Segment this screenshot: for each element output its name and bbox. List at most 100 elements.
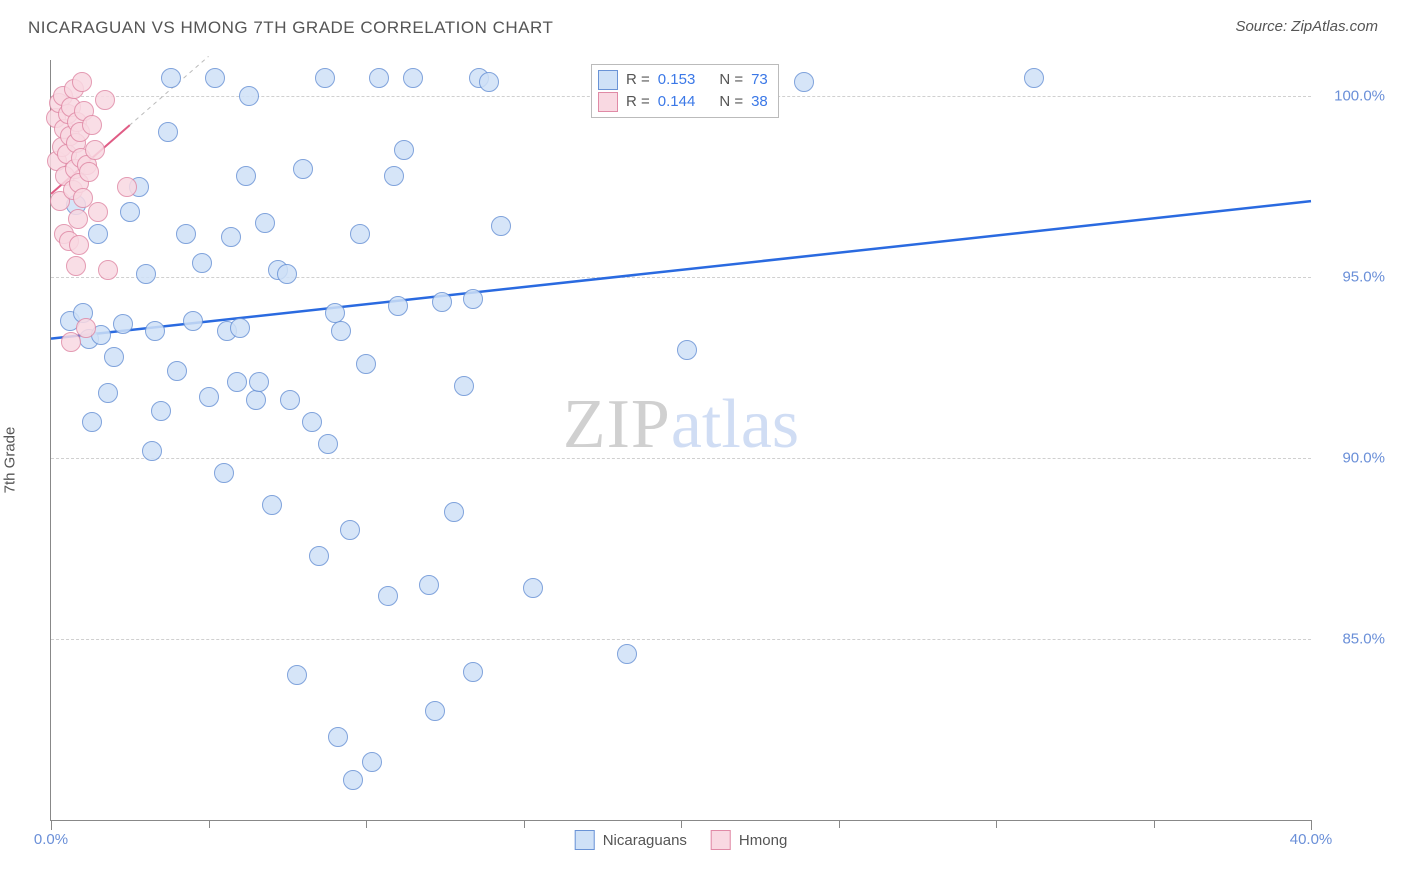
x-tick: [366, 820, 367, 828]
y-tick-label: 100.0%: [1334, 88, 1385, 105]
legend-correlation: R =0.153N =73R =0.144N =38: [591, 64, 779, 118]
data-point: [205, 68, 225, 88]
data-point: [302, 412, 322, 432]
data-point: [378, 586, 398, 606]
gridline-h: [51, 639, 1311, 640]
data-point: [145, 321, 165, 341]
data-point: [199, 387, 219, 407]
n-label: N =: [719, 91, 743, 113]
x-tick: [524, 820, 525, 828]
x-tick: [839, 820, 840, 828]
data-point: [343, 770, 363, 790]
data-point: [277, 264, 297, 284]
chart-source: Source: ZipAtlas.com: [1235, 18, 1378, 35]
data-point: [227, 372, 247, 392]
data-point: [463, 662, 483, 682]
data-point: [214, 463, 234, 483]
y-axis-label: 7th Grade: [2, 427, 19, 494]
data-point: [239, 86, 259, 106]
data-point: [491, 216, 511, 236]
chart-header: NICARAGUAN VS HMONG 7TH GRADE CORRELATIO…: [28, 18, 1378, 48]
y-tick-label: 90.0%: [1342, 450, 1385, 467]
data-point: [117, 177, 137, 197]
gridline-h: [51, 458, 1311, 459]
data-point: [249, 372, 269, 392]
y-tick-label: 95.0%: [1342, 269, 1385, 286]
legend-item: Nicaraguans: [575, 830, 687, 850]
r-label: R =: [626, 69, 650, 91]
data-point: [350, 224, 370, 244]
n-value: 73: [751, 69, 768, 91]
data-point: [318, 434, 338, 454]
data-point: [425, 701, 445, 721]
data-point: [463, 289, 483, 309]
data-point: [246, 390, 266, 410]
legend-series: Nicaraguans Hmong: [575, 830, 788, 850]
n-value: 38: [751, 91, 768, 113]
legend-label: Nicaraguans: [603, 832, 687, 849]
r-value: 0.144: [658, 91, 696, 113]
legend-swatch: [598, 70, 618, 90]
data-point: [384, 166, 404, 186]
x-tick-label: 40.0%: [1290, 831, 1333, 848]
data-point: [617, 644, 637, 664]
data-point: [287, 665, 307, 685]
legend-label: Hmong: [739, 832, 787, 849]
data-point: [113, 314, 133, 334]
data-point: [104, 347, 124, 367]
data-point: [88, 202, 108, 222]
scatter-plot: ZIPatlas 85.0%90.0%95.0%100.0%0.0%40.0%R…: [50, 60, 1311, 821]
data-point: [794, 72, 814, 92]
data-point: [394, 140, 414, 160]
gridline-h: [51, 277, 1311, 278]
watermark: ZIPatlas: [563, 385, 799, 465]
x-tick: [209, 820, 210, 828]
data-point: [120, 202, 140, 222]
data-point: [73, 188, 93, 208]
y-tick-label: 85.0%: [1342, 631, 1385, 648]
data-point: [255, 213, 275, 233]
data-point: [69, 235, 89, 255]
data-point: [479, 72, 499, 92]
data-point: [309, 546, 329, 566]
data-point: [68, 209, 88, 229]
data-point: [95, 90, 115, 110]
r-label: R =: [626, 91, 650, 113]
chart-container: 7th Grade ZIPatlas 85.0%90.0%95.0%100.0%…: [20, 50, 1386, 870]
data-point: [340, 520, 360, 540]
x-tick: [1311, 820, 1312, 830]
data-point: [61, 332, 81, 352]
data-point: [142, 441, 162, 461]
data-point: [230, 318, 250, 338]
data-point: [192, 253, 212, 273]
data-point: [432, 292, 452, 312]
data-point: [293, 159, 313, 179]
x-tick: [996, 820, 997, 828]
legend-swatch: [598, 92, 618, 112]
data-point: [325, 303, 345, 323]
n-label: N =: [719, 69, 743, 91]
data-point: [356, 354, 376, 374]
data-point: [280, 390, 300, 410]
data-point: [72, 72, 92, 92]
data-point: [76, 318, 96, 338]
data-point: [221, 227, 241, 247]
data-point: [262, 495, 282, 515]
x-tick-label: 0.0%: [34, 831, 68, 848]
x-tick: [681, 820, 682, 828]
data-point: [88, 224, 108, 244]
legend-item: Hmong: [711, 830, 787, 850]
chart-title: NICARAGUAN VS HMONG 7TH GRADE CORRELATIO…: [28, 18, 553, 37]
data-point: [176, 224, 196, 244]
data-point: [362, 752, 382, 772]
data-point: [158, 122, 178, 142]
legend-swatch: [711, 830, 731, 850]
legend-swatch: [575, 830, 595, 850]
data-point: [315, 68, 335, 88]
data-point: [444, 502, 464, 522]
data-point: [98, 383, 118, 403]
data-point: [167, 361, 187, 381]
data-point: [523, 578, 543, 598]
data-point: [388, 296, 408, 316]
data-point: [66, 256, 86, 276]
